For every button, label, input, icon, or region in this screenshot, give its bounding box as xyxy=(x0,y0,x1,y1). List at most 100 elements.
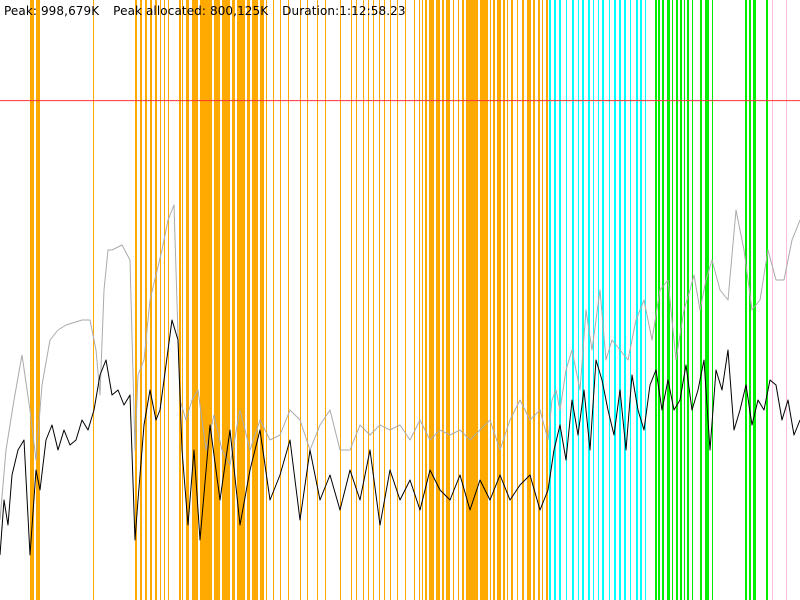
gc-full-band xyxy=(745,0,747,600)
gc-minor-band xyxy=(145,0,147,600)
gc-minor-band xyxy=(186,0,189,600)
gc-minor-band xyxy=(192,0,198,600)
gc-minor-band xyxy=(36,0,40,600)
gc-major-band xyxy=(609,0,610,600)
gc-minor-band xyxy=(429,0,434,600)
gc-major-band xyxy=(614,0,616,600)
peak-stat: Peak: 998,679K xyxy=(4,4,100,18)
gc-minor-band xyxy=(222,0,230,600)
gc-major-band xyxy=(554,0,556,600)
gc-major-band xyxy=(624,0,626,600)
gc-minor-band xyxy=(288,0,289,600)
gc-full-band xyxy=(700,0,702,600)
gc-minor-band xyxy=(542,0,543,600)
gc-minor-band xyxy=(507,0,508,600)
gc-major-band xyxy=(630,0,631,600)
heap-memory-line xyxy=(0,204,800,521)
gc-full-band xyxy=(692,0,693,600)
gc-minor-band xyxy=(237,0,245,600)
gc-full-band xyxy=(766,0,768,600)
gc-major-band xyxy=(549,0,551,600)
gc-minor-band xyxy=(517,0,518,600)
gc-minor-band xyxy=(135,0,137,600)
gc-other-band xyxy=(772,0,773,600)
gc-minor-band xyxy=(252,0,258,600)
gc-major-band xyxy=(593,0,594,600)
gc-minor-band xyxy=(363,0,364,600)
gc-minor-band xyxy=(490,0,491,600)
gc-minor-band xyxy=(325,0,326,600)
gc-major-band xyxy=(566,0,567,600)
gc-minor-band xyxy=(179,0,181,600)
gc-minor-band xyxy=(458,0,459,600)
gc-minor-band xyxy=(384,0,385,600)
gc-minor-band xyxy=(422,0,423,600)
gc-minor-band xyxy=(527,0,531,600)
gc-minor-band xyxy=(340,0,341,600)
gc-minor-band xyxy=(30,0,34,600)
gc-minor-band xyxy=(247,0,250,600)
gc-minor-band xyxy=(266,0,267,600)
gc-minor-band xyxy=(453,0,454,600)
gc-minor-band xyxy=(260,0,264,600)
gc-minor-band xyxy=(442,0,444,600)
gc-minor-band xyxy=(373,0,374,600)
gc-full-band xyxy=(753,0,756,600)
gc-minor-band xyxy=(425,0,427,600)
gc-major-band xyxy=(559,0,561,600)
gc-minor-band xyxy=(533,0,535,600)
gc-minor-band xyxy=(419,0,420,600)
stats-header: Peak: 998,679K Peak allocated: 800,125K … xyxy=(4,4,416,18)
peak-allocated-stat: Peak allocated: 800,125K xyxy=(113,4,269,18)
gc-full-band xyxy=(680,0,682,600)
gc-minor-band xyxy=(390,0,391,600)
gc-major-band xyxy=(572,0,574,600)
gc-minor-band xyxy=(368,0,369,600)
gc-minor-band xyxy=(480,0,488,600)
gc-minor-band xyxy=(511,0,513,600)
gc-minor-band xyxy=(538,0,540,600)
gc-major-band xyxy=(602,0,604,600)
gc-minor-band xyxy=(497,0,501,600)
gc-minor-band xyxy=(300,0,301,600)
gc-full-band xyxy=(672,0,673,600)
gc-full-band xyxy=(687,0,689,600)
gc-major-band xyxy=(645,0,646,600)
gc-full-band xyxy=(749,0,751,600)
gc-full-band xyxy=(705,0,709,600)
gc-minor-band xyxy=(307,0,308,600)
gc-minor-band xyxy=(351,0,352,600)
gc-minor-band xyxy=(232,0,235,600)
gc-minor-band xyxy=(462,0,464,600)
gc-major-band xyxy=(636,0,638,600)
gc-minor-band xyxy=(493,0,495,600)
gc-minor-band xyxy=(356,0,357,600)
gc-minor-band xyxy=(405,0,406,600)
gc-minor-band xyxy=(93,0,94,600)
gc-minor-band xyxy=(150,0,152,600)
gc-full-band xyxy=(658,0,660,600)
gc-major-band xyxy=(582,0,584,600)
gc-minor-band xyxy=(164,0,165,600)
gc-full-band xyxy=(655,0,657,600)
gc-minor-band xyxy=(503,0,505,600)
gc-other-band xyxy=(786,0,787,600)
gc-minor-band xyxy=(200,0,212,600)
gc-minor-band xyxy=(466,0,478,600)
gc-minor-band xyxy=(182,0,183,600)
gc-event-bands xyxy=(30,0,787,600)
gc-major-band xyxy=(640,0,642,600)
gc-minor-band xyxy=(140,0,142,600)
gc-major-band xyxy=(619,0,621,600)
gc-full-band xyxy=(676,0,678,600)
gc-minor-band xyxy=(436,0,440,600)
gc-minor-band xyxy=(160,0,161,600)
memory-series xyxy=(0,204,800,556)
gc-full-band xyxy=(662,0,664,600)
gc-minor-band xyxy=(168,0,169,600)
used-memory-line xyxy=(0,319,800,556)
gc-major-band xyxy=(588,0,590,600)
gc-full-band xyxy=(684,0,685,600)
